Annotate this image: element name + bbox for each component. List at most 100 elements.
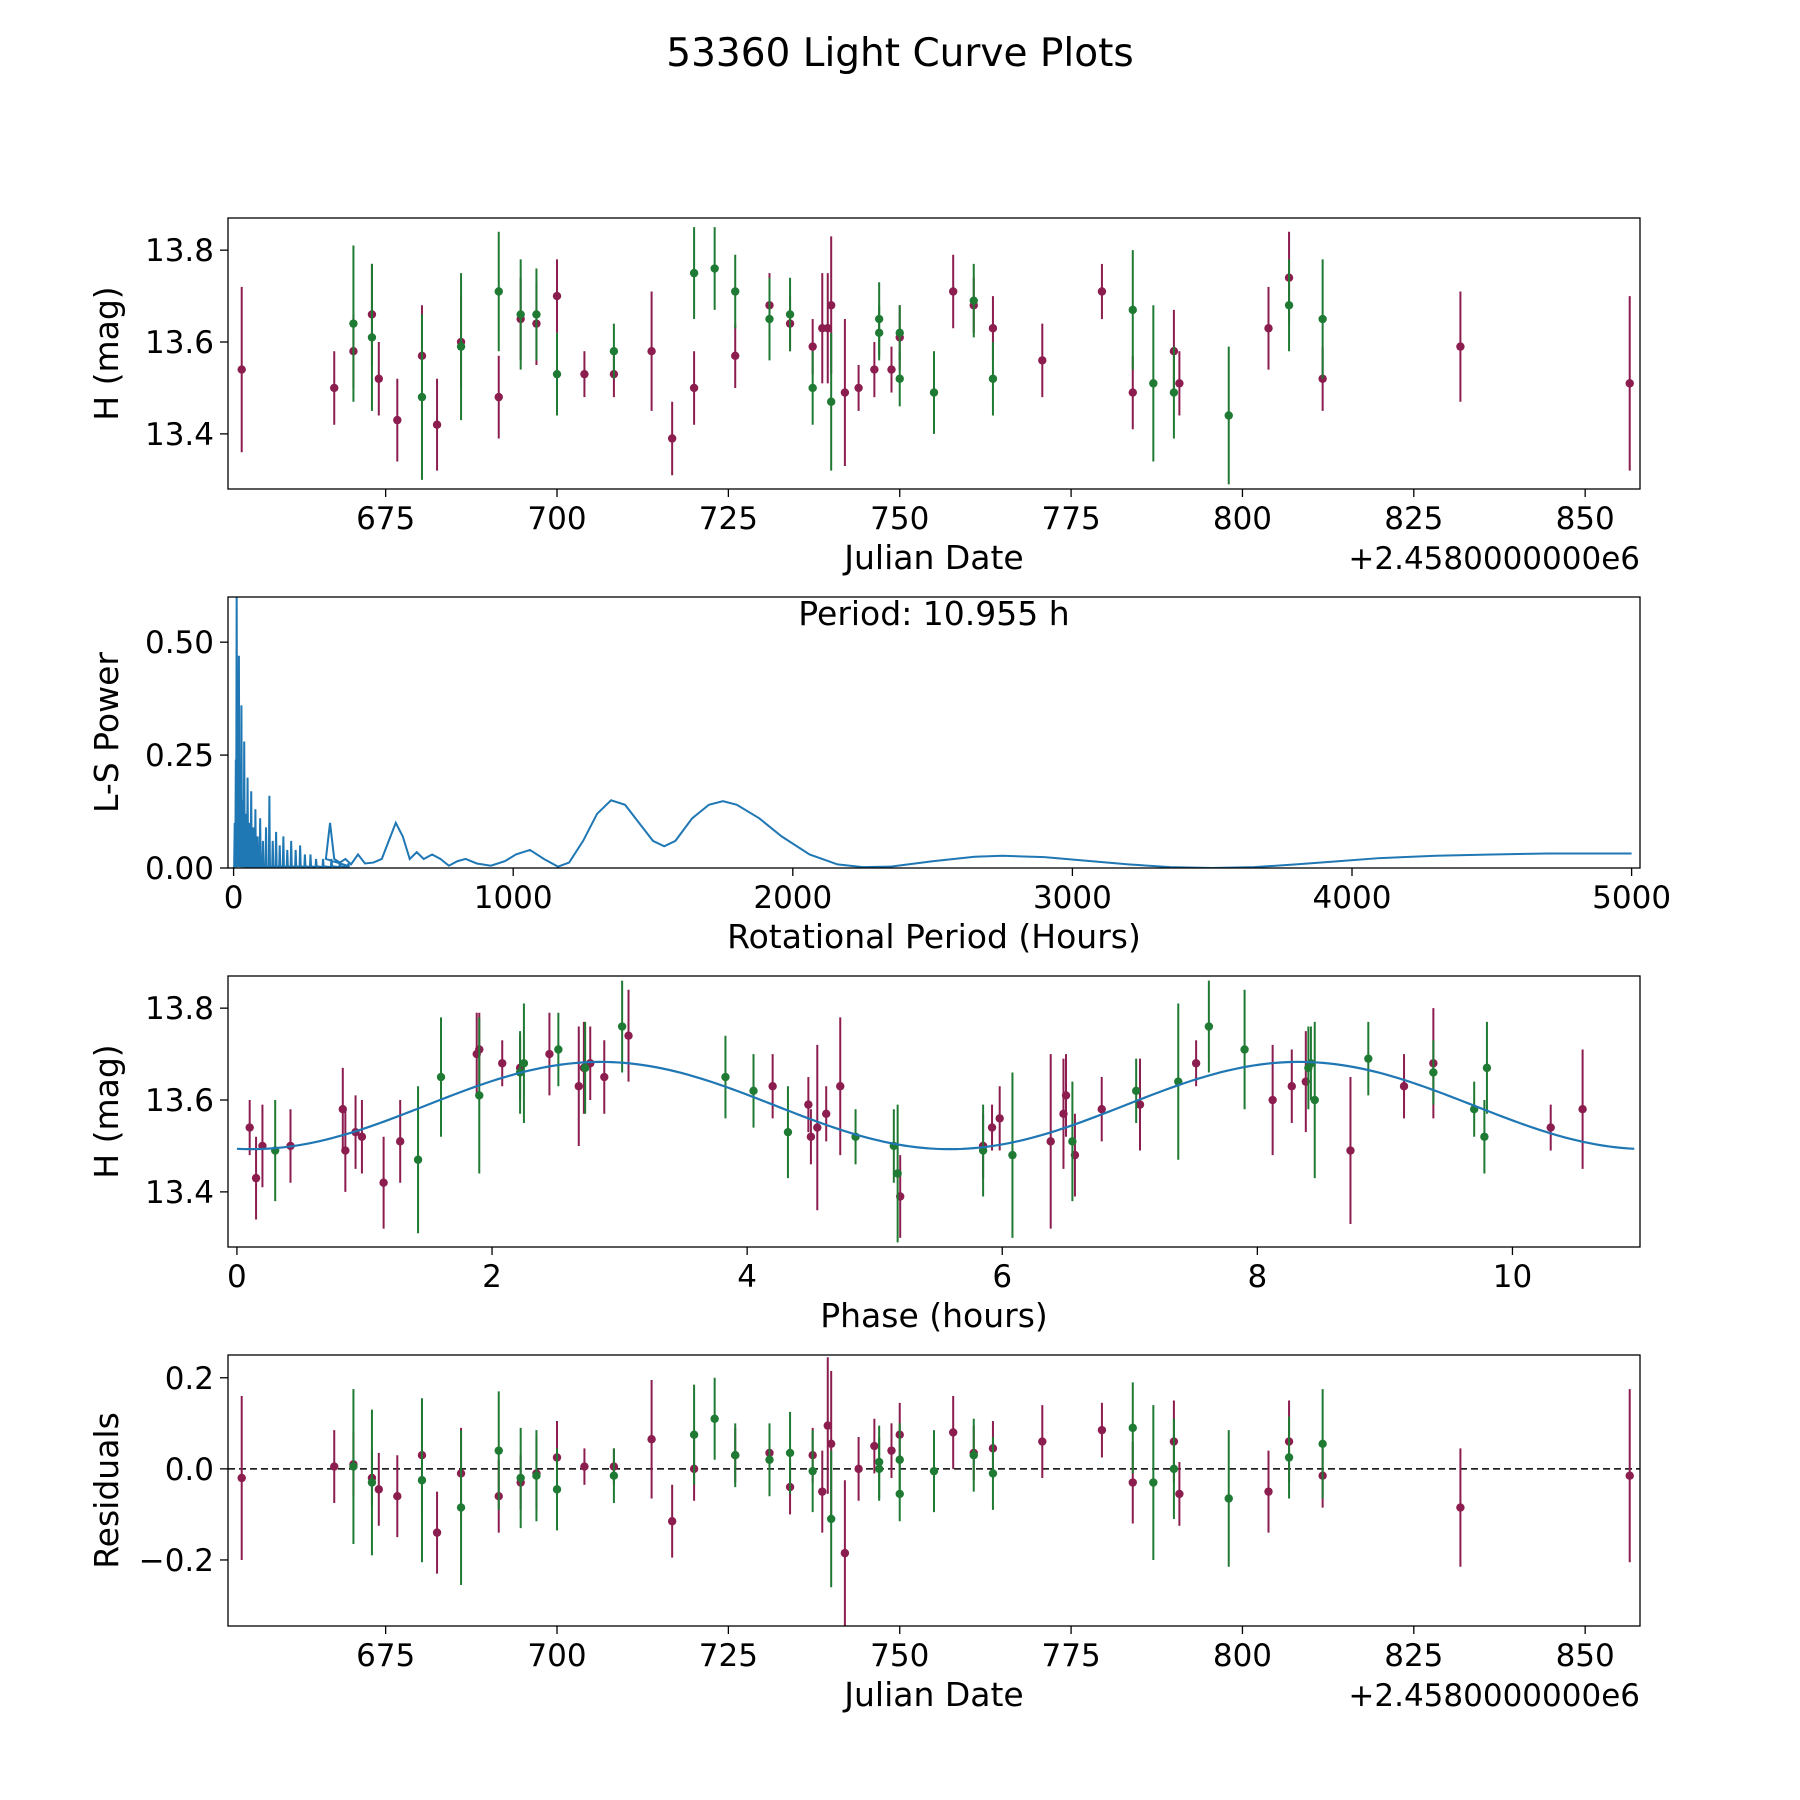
data-point — [840, 388, 850, 397]
data-point — [367, 333, 377, 342]
data-point — [580, 1462, 589, 1471]
data-point — [498, 1059, 507, 1068]
data-point — [826, 301, 836, 310]
x-tick-label: 5000 — [1592, 880, 1671, 916]
data-point — [251, 1173, 261, 1183]
data-point — [330, 1462, 339, 1471]
data-point — [1128, 305, 1137, 315]
data-point — [1287, 1082, 1296, 1091]
data-point — [552, 291, 562, 301]
data-point — [822, 1109, 831, 1118]
data-point — [783, 1127, 793, 1137]
data-point — [1346, 1146, 1355, 1155]
data-point — [245, 1123, 254, 1132]
data-point — [806, 1132, 816, 1141]
x-tick-label: 6 — [992, 1259, 1012, 1295]
data-point — [804, 1100, 813, 1109]
x-tick-label: 2 — [482, 1259, 502, 1295]
data-point — [1456, 1503, 1465, 1512]
data-point — [887, 365, 896, 374]
data-point — [647, 347, 656, 356]
data-point — [647, 1435, 656, 1444]
data-point — [929, 388, 939, 397]
data-point — [552, 369, 562, 379]
y-tick-label: 0.25 — [145, 738, 214, 774]
data-point — [710, 264, 719, 273]
data-point — [374, 374, 383, 383]
data-point — [1131, 1086, 1141, 1096]
phased-frame — [227, 975, 1641, 1248]
data-point — [341, 1146, 350, 1155]
x-tick-label: 0 — [224, 880, 244, 916]
x-tick-label: 10 — [1493, 1259, 1532, 1295]
phased-panel: 0 2 4 6 8 10 13.4 13.6 13.8 Phase (hours) H (mag) — [87, 975, 1641, 1335]
x-tick-label: 3000 — [1033, 880, 1112, 916]
data-point — [1318, 314, 1327, 324]
data-point — [580, 369, 589, 379]
data-point — [357, 1132, 367, 1141]
data-point — [1546, 1123, 1555, 1132]
y-tick-label: 13.4 — [145, 1175, 214, 1211]
data-point — [1128, 1423, 1137, 1433]
data-point — [765, 1455, 774, 1464]
data-point — [554, 1045, 563, 1054]
data-point — [1284, 301, 1294, 310]
data-point — [617, 1022, 627, 1031]
data-point — [1128, 388, 1137, 397]
data-point — [367, 1478, 377, 1487]
data-point — [545, 1049, 554, 1059]
data-point — [349, 319, 358, 328]
data-point — [1175, 1489, 1184, 1499]
x-tick-label: 4 — [737, 1259, 757, 1295]
data-point — [948, 287, 958, 296]
data-point — [1204, 1022, 1214, 1031]
residuals-frame — [227, 1354, 1641, 1627]
data-point — [1191, 1059, 1201, 1068]
data-point — [667, 434, 677, 443]
data-point — [532, 1471, 541, 1480]
data-point — [1169, 1464, 1179, 1474]
data-point — [330, 383, 339, 393]
x-axis-label: Julian Date — [842, 1675, 1024, 1714]
data-point — [609, 1471, 619, 1480]
x-offset-text: +2.4580000000e6 — [1348, 541, 1640, 577]
data-point — [765, 314, 774, 324]
data-point — [1149, 379, 1158, 388]
data-point — [808, 1466, 817, 1476]
x-tick-label: 800 — [1213, 501, 1272, 537]
data-point — [1318, 1439, 1327, 1449]
data-point — [1578, 1105, 1587, 1114]
data-point — [475, 1091, 484, 1100]
data-point — [456, 1503, 466, 1512]
y-tick-label: 0.50 — [145, 625, 214, 661]
data-point — [1456, 342, 1465, 351]
x-tick-label: 2000 — [753, 880, 832, 916]
data-point — [532, 310, 541, 319]
data-point — [826, 397, 836, 406]
data-point — [988, 374, 998, 383]
data-point — [609, 347, 619, 356]
data-point — [1097, 287, 1107, 296]
data-point — [1175, 379, 1184, 388]
data-point — [895, 374, 904, 383]
data-point — [1284, 1453, 1294, 1462]
data-point — [436, 1072, 446, 1082]
data-point — [1149, 1478, 1158, 1487]
x-tick-label: 0 — [227, 1259, 247, 1295]
data-point — [731, 351, 740, 360]
phased-plot-area — [236, 980, 1635, 1243]
x-tick-label: 725 — [699, 1638, 758, 1674]
data-point — [494, 287, 503, 296]
data-point — [1364, 1054, 1373, 1063]
data-point — [785, 1448, 795, 1458]
data-point — [710, 1414, 719, 1423]
data-point — [1240, 1045, 1249, 1054]
data-point — [785, 310, 795, 319]
data-point — [516, 1473, 525, 1483]
x-tick-label: 800 — [1213, 1638, 1272, 1674]
x-axis-label: Rotational Period (Hours) — [727, 917, 1141, 956]
data-point — [887, 1446, 896, 1455]
data-point — [1128, 1478, 1137, 1487]
model-fit-curve — [236, 1060, 1635, 1151]
data-point — [840, 1548, 850, 1558]
